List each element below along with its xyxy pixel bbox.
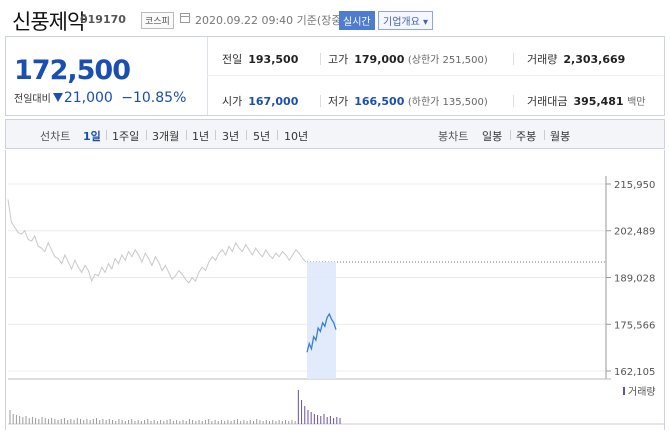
down-arrow-icon xyxy=(52,93,63,102)
change-label: 전일대비 xyxy=(14,94,51,105)
tab-1day[interactable]: 1일 xyxy=(83,130,101,143)
prev-day-line xyxy=(7,199,307,284)
y-tick-label: 175,566 xyxy=(614,320,655,331)
volume: 거래량 2,303,669 xyxy=(527,53,626,66)
y-tick-label: 162,105 xyxy=(614,367,655,378)
row-divider xyxy=(207,75,664,76)
tab-10year[interactable]: 10년 xyxy=(284,130,309,143)
tab-daily-candle[interactable]: 일봉 xyxy=(482,130,503,143)
y-tick-label: 189,028 xyxy=(614,273,655,284)
stock-header: 신풍제약 019170 코스피 2020.09.22 09:40 기준(장중) … xyxy=(0,0,670,36)
intraday-chart: 215,950 202,489 189,028 175,566 162,105 거래량 xyxy=(5,150,665,430)
volume-legend-label: 거래량 xyxy=(628,386,656,398)
day-high: 고가 179,000 (상한가 251,500) xyxy=(328,53,488,66)
line-chart-label: 선차트 xyxy=(40,130,71,143)
realtime-button[interactable]: 실시간 xyxy=(339,11,375,30)
divider xyxy=(513,95,514,107)
y-tick-label: 215,950 xyxy=(614,180,655,191)
today-price-line xyxy=(306,312,337,353)
y-tick-label: 202,489 xyxy=(614,227,655,238)
quote-datetime: 2020.09.22 09:40 기준(장중) xyxy=(195,14,346,27)
price-change: 전일대비 21,000 −10.85% xyxy=(14,90,186,106)
price-chart-svg: 215,950 202,489 189,028 175,566 162,105 거래량 xyxy=(7,176,664,425)
trade-amount: 거래대금 395,481 백만 xyxy=(527,95,646,108)
tab-1week[interactable]: 1주일 xyxy=(112,130,140,143)
change-percent: −10.85% xyxy=(121,90,187,106)
stock-code: 019170 xyxy=(80,13,126,26)
calendar-icon xyxy=(180,13,190,23)
market-badge: 코스피 xyxy=(141,12,174,29)
divider xyxy=(320,95,321,107)
company-info-dropdown[interactable]: 기업개요 ▾ xyxy=(378,11,433,30)
tab-weekly-candle[interactable]: 주봉 xyxy=(516,130,537,143)
tab-5year[interactable]: 5년 xyxy=(253,130,271,143)
change-amount: 21,000 xyxy=(63,90,113,106)
tab-monthly-candle[interactable]: 월봉 xyxy=(550,130,571,143)
current-price-panel: 172,500 전일대비 21,000 −10.85% xyxy=(6,37,208,115)
tab-1year[interactable]: 1년 xyxy=(192,130,210,143)
divider xyxy=(513,53,514,65)
price-summary: 172,500 전일대비 21,000 −10.85% 전일 193,500 고가 1… xyxy=(5,36,665,116)
day-low: 저가 166,500 (하한가 135,500) xyxy=(328,95,488,108)
tab-3month[interactable]: 3개월 xyxy=(152,130,180,143)
company-name: 신풍제약 xyxy=(12,10,86,34)
tab-3year[interactable]: 3년 xyxy=(222,130,240,143)
open-price: 시가 167,000 xyxy=(222,95,299,108)
today-shaded-area xyxy=(307,261,336,379)
prev-close: 전일 193,500 xyxy=(222,53,299,66)
candle-chart-label: 봉차트 xyxy=(438,130,469,143)
divider xyxy=(320,53,321,65)
current-price: 172,500 xyxy=(14,55,131,86)
volume-legend-swatch xyxy=(623,387,625,395)
chart-period-tabs: 선차트 1일 1주일 3개월 1년 3년 5년 10년 봉차트 일봉 주봉 월봉 xyxy=(5,119,665,149)
